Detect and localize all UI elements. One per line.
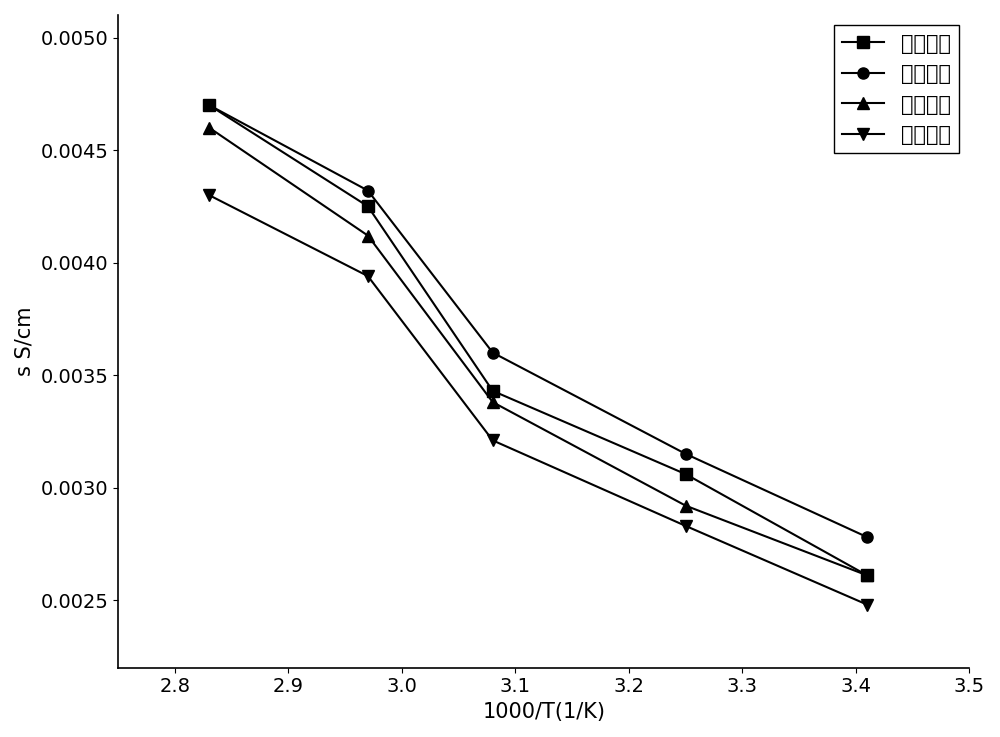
Line: 实施例二: 实施例二: [203, 189, 873, 610]
实施例二: [487, 436, 499, 445]
实施例四: [487, 386, 499, 395]
实施例三: [487, 398, 499, 407]
X-axis label: 1000/T(1/K): 1000/T(1/K): [482, 702, 605, 722]
Line: 实施例三: 实施例三: [203, 122, 873, 581]
实施例二: [362, 272, 374, 281]
实施例二: [861, 600, 873, 609]
实施例三: [680, 501, 692, 510]
实施例一: [203, 101, 215, 110]
实施例一: [680, 450, 692, 458]
实施例四: [362, 202, 374, 211]
实施例四: [680, 469, 692, 478]
实施例一: [362, 186, 374, 195]
实施例四: [203, 101, 215, 110]
实施例二: [680, 522, 692, 531]
实施例三: [203, 123, 215, 132]
Line: 实施例一: 实施例一: [203, 99, 873, 542]
Legend: 实施例四, 实施例一, 实施例三, 实施例二: 实施例四, 实施例一, 实施例三, 实施例二: [834, 25, 959, 153]
实施例一: [487, 348, 499, 357]
实施例三: [362, 231, 374, 240]
实施例一: [861, 533, 873, 542]
Line: 实施例四: 实施例四: [203, 99, 873, 581]
实施例四: [861, 571, 873, 580]
实施例二: [203, 191, 215, 200]
Y-axis label: s S/cm: s S/cm: [15, 307, 35, 376]
实施例三: [861, 571, 873, 580]
